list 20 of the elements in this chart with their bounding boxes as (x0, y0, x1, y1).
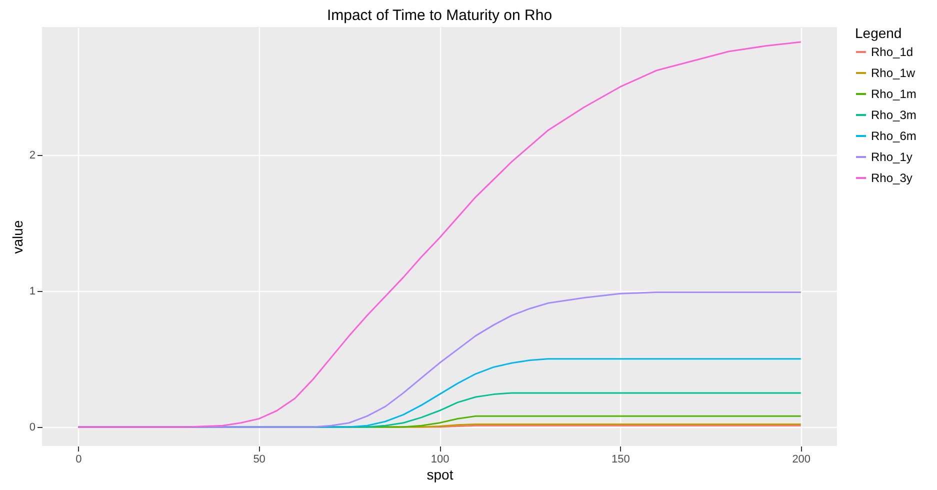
y-tick-label: 1 (29, 285, 36, 298)
y-axis-title: value (9, 220, 26, 254)
legend-title: Legend (855, 25, 902, 41)
x-tick-label: 50 (253, 454, 266, 466)
legend-label: Rho_1d (871, 45, 914, 59)
chart-title: Impact of Time to Maturity on Rho (326, 7, 552, 24)
legend-label: Rho_1y (871, 150, 912, 164)
y-tick-label: 2 (29, 149, 36, 162)
legend-label: Rho_1m (871, 87, 916, 101)
line-series (77, 41, 802, 428)
x-tick-label: 150 (612, 454, 630, 466)
x-tick-label: 100 (430, 454, 450, 466)
legend-label: Rho_1w (871, 66, 916, 80)
x-tick-label: 0 (76, 454, 82, 466)
x-axis-title: spot (426, 466, 454, 482)
y-tick-label: 0 (29, 421, 36, 434)
legend-label: Rho_3y (871, 171, 912, 185)
x-tick-label: 200 (792, 454, 811, 466)
legend-label: Rho_3m (871, 108, 916, 122)
legend-label: Rho_6m (871, 129, 916, 143)
